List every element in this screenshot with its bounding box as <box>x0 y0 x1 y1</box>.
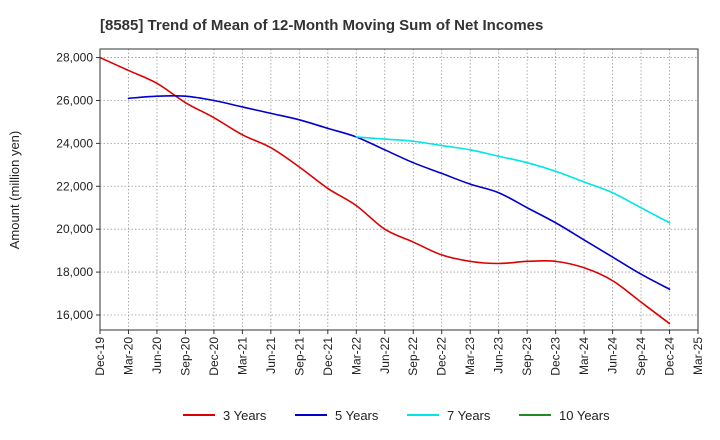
x-tick-label: Sep-24 <box>634 337 648 376</box>
x-tick-label: Mar-25 <box>691 337 705 375</box>
x-tick-label: Mar-21 <box>235 337 249 375</box>
grid <box>100 49 698 330</box>
x-tick-label: Mar-22 <box>349 337 363 375</box>
legend-label-10-years: 10 Years <box>559 408 610 423</box>
legend-label-7-years: 7 Years <box>447 408 491 423</box>
series-line-7-years <box>355 136 671 224</box>
x-tick-label: Dec-24 <box>663 337 677 376</box>
plot-frame <box>99 48 699 331</box>
chart-title: [8585] Trend of Mean of 12-Month Moving … <box>100 17 543 34</box>
legend-label-5-years: 5 Years <box>335 408 379 423</box>
x-tick-label: Jun-23 <box>492 337 506 374</box>
y-tick-label: 18,000 <box>56 265 93 279</box>
x-tick-label: Sep-22 <box>406 337 420 376</box>
x-tick-label: Mar-20 <box>121 337 135 375</box>
y-tick-label: 22,000 <box>56 179 93 193</box>
x-tick-label: Dec-22 <box>435 337 449 376</box>
series-line-5-years <box>127 94 671 291</box>
x-tick-label: Sep-20 <box>178 337 192 376</box>
x-tick-label: Sep-23 <box>520 337 534 376</box>
y-tick-label: 26,000 <box>56 93 93 107</box>
x-tick-label: Dec-19 <box>93 337 107 376</box>
x-tick-label: Mar-23 <box>463 337 477 375</box>
x-tick-label: Mar-24 <box>577 337 591 375</box>
series-line-3-years <box>99 56 671 325</box>
x-tick-label: Jun-21 <box>264 337 278 374</box>
legend: 3 Years 5 Years 7 Years 10 Years <box>183 408 610 423</box>
y-tick-label: 20,000 <box>56 222 93 236</box>
x-tick-label: Jun-24 <box>606 337 620 374</box>
legend-label-3-years: 3 Years <box>223 408 267 423</box>
x-tick-label: Dec-23 <box>549 337 563 376</box>
series-lines <box>99 56 671 325</box>
x-tick-label: Jun-22 <box>378 337 392 374</box>
y-tick-label: 28,000 <box>56 51 93 65</box>
y-axis-ticks: 16,000 18,000 20,000 22,000 24,000 26,000 28,0… <box>56 51 100 322</box>
x-axis-ticks: Dec-19 Mar-20 Jun-20 Sep-20 Dec-20 Mar-21 Jun-… <box>93 330 705 376</box>
x-tick-label: Dec-20 <box>207 337 221 376</box>
y-axis-label: Amount (million yen) <box>7 131 22 250</box>
x-tick-label: Dec-21 <box>321 337 335 376</box>
x-tick-label: Jun-20 <box>150 337 164 374</box>
y-tick-label: 24,000 <box>56 136 93 150</box>
x-tick-label: Sep-21 <box>292 337 306 376</box>
y-tick-label: 16,000 <box>56 308 93 322</box>
